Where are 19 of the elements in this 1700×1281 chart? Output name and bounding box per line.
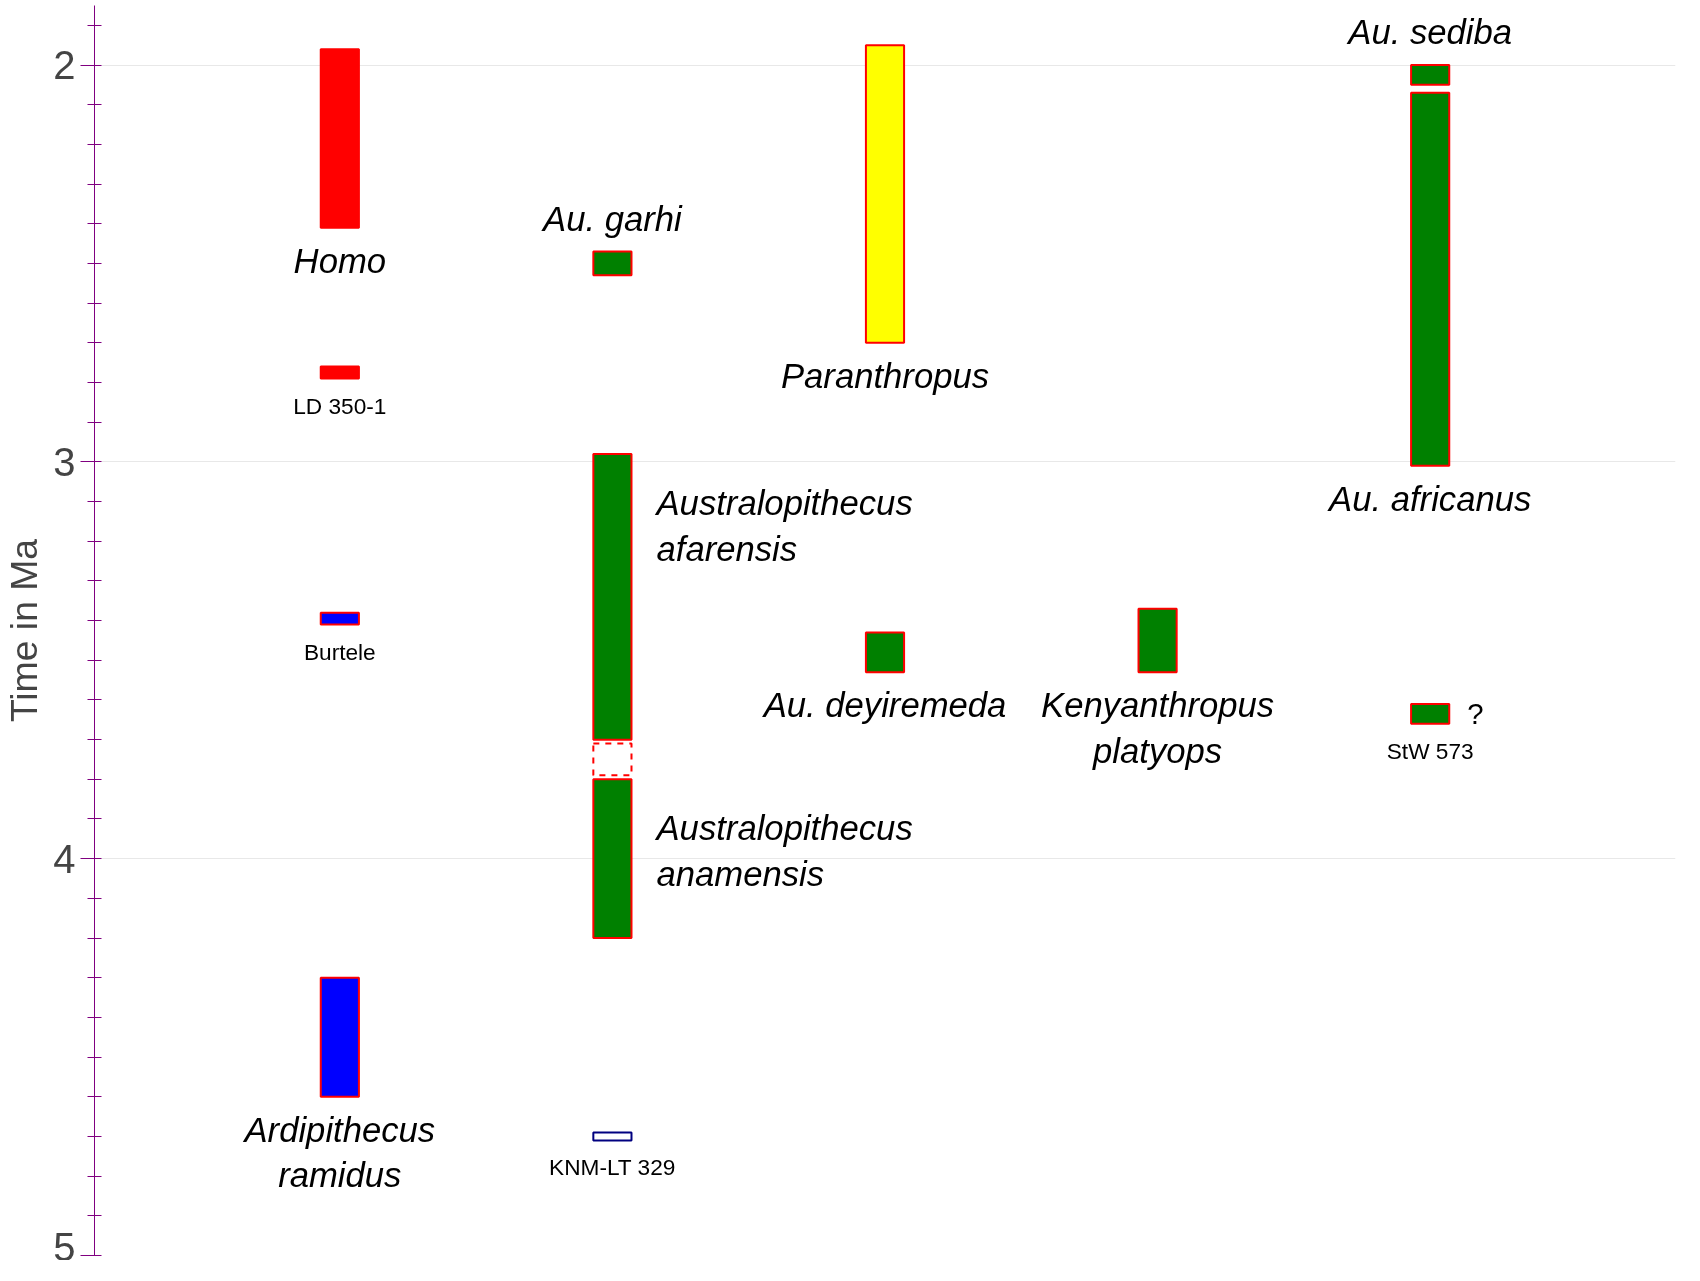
annotation: ? xyxy=(1467,697,1484,731)
series-label: Au. garhi xyxy=(541,199,684,238)
series-label: Homo xyxy=(293,241,387,280)
y-tick-label: 2 xyxy=(53,43,76,88)
y-tick-label: 4 xyxy=(53,836,76,881)
series-label: Ardipithecus ramidus xyxy=(242,1110,436,1195)
series-label: Australopithecus afarensis xyxy=(654,483,913,568)
series-label: KNM-LT 329 xyxy=(549,1154,676,1181)
series-label: StW 573 xyxy=(1386,737,1474,764)
series-label: Australopithecus anamensis xyxy=(654,809,913,893)
y-axis-title: Time in Ma xyxy=(3,538,46,723)
series-label: Au. deyiremeda xyxy=(761,686,1007,725)
series-label: Au. africanus xyxy=(1327,479,1532,518)
series-label: LD 350-1 xyxy=(293,392,387,419)
series-label: Burtele xyxy=(303,638,376,665)
series-label: Paranthropus xyxy=(780,356,990,395)
y-tick-label: 3 xyxy=(53,439,76,484)
series-label: Au. sediba xyxy=(1346,13,1513,52)
series-label: Kenyanthropus platyops xyxy=(1041,686,1275,770)
